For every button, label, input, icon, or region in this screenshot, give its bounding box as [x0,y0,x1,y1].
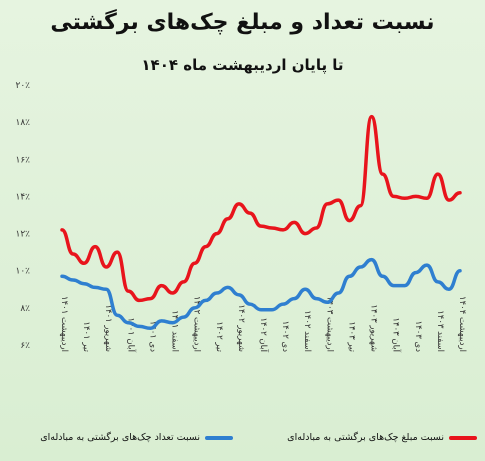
x-tick-label: تیر ۱۴۰۲ [214,321,224,352]
x-tick-label: اسفند ۱۴۰۳ [435,310,445,352]
legend-label-count: نسبت تعداد چک‌های برگشتی به مبادله‌ای [40,432,200,443]
y-tick-label: ۶٪ [20,341,30,351]
x-tick-label: شهریور ۱۴۰۲ [236,304,246,352]
x-tick-label: دی ۱۴۰۱ [147,321,157,353]
y-tick-label: ۱۴٪ [15,192,30,202]
legend-item-count: نسبت تعداد چک‌های برگشتی به مبادله‌ای [40,432,233,443]
x-tick-label: شهریور ۱۴۰۳ [369,304,379,352]
x-tick-label: اردیبهشت ۱۴۰۲ [192,296,202,352]
chart-title: نسبت تعداد و مبلغ چک‌های برگشتی [50,10,435,35]
x-tick-label: دی ۱۴۰۳ [413,321,423,353]
x-tick-label: شهریور ۱۴۰۱ [103,304,113,352]
legend: نسبت مبلغ چک‌های برگشتی به مبادله‌ای نسب… [0,432,485,448]
y-tick-label: ۸٪ [20,304,30,314]
x-tick-label: تیر ۱۴۰۱ [81,321,91,352]
y-tick-label: ۱۰٪ [15,267,30,277]
y-tick-label: ۱۲٪ [15,230,30,240]
y-tick-label: ۱۸٪ [15,118,30,128]
series-line-amount [60,114,462,303]
x-tick-label: آبان ۱۴۰۳ [391,317,403,352]
x-tick-label: اردیبهشت ۱۴۰۴ [457,296,467,352]
legend-label-amount: نسبت مبلغ چک‌های برگشتی به مبادله‌ای [287,432,444,443]
x-tick-label: اسفند ۱۴۰۱ [170,310,180,352]
x-tick-label: تیر ۱۴۰۳ [346,321,356,352]
x-tick-label: اردیبهشت ۱۴۰۳ [324,296,334,352]
x-tick-label: اسفند ۱۴۰۲ [302,310,312,352]
legend-swatch-amount [449,435,477,440]
x-tick-label: آبان ۱۴۰۲ [258,317,270,352]
chart-subtitle: تا پایان اردیبهشت ماه ۱۴۰۴ [141,56,344,74]
legend-swatch-count [205,435,233,440]
legend-item-amount: نسبت مبلغ چک‌های برگشتی به مبادله‌ای [287,432,477,443]
x-tick-label: اردیبهشت ۱۴۰۱ [59,296,69,352]
series-line-count [60,257,462,331]
y-tick-label: ۱۶٪ [15,155,30,165]
y-tick-label: ۲۰٪ [15,81,30,91]
x-tick-label: دی ۱۴۰۲ [280,321,290,353]
